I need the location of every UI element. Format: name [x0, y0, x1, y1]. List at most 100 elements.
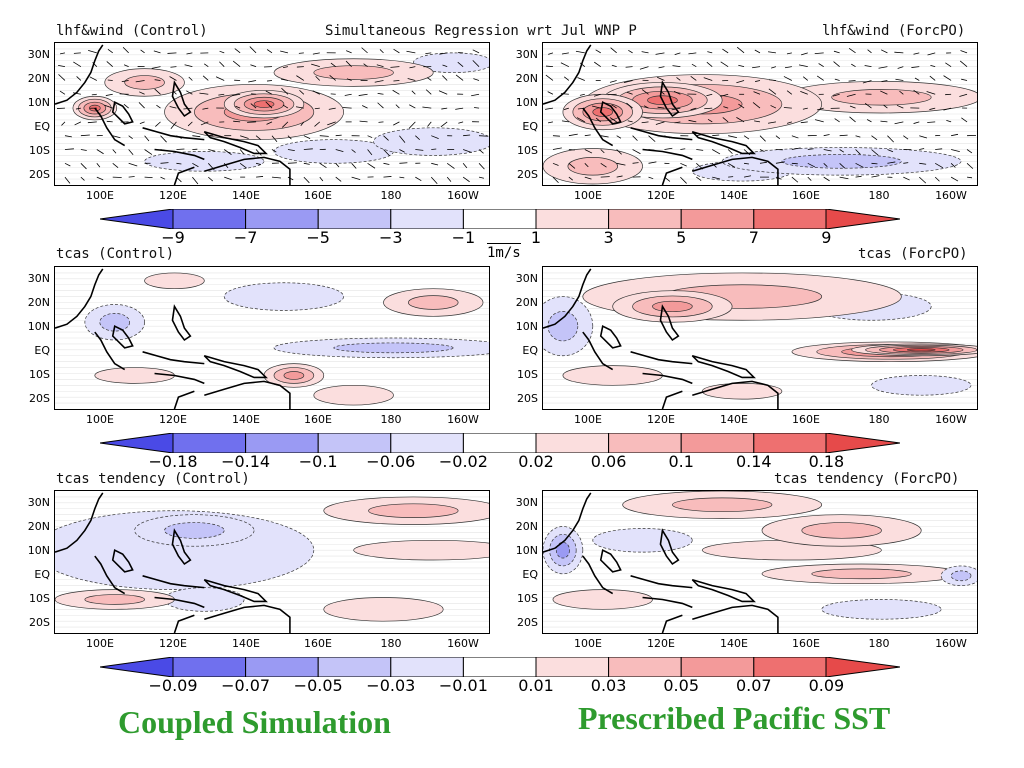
lat-label: 10N — [515, 544, 538, 557]
lat-label: 30N — [27, 48, 50, 61]
colorbar-tick-label: 0.09 — [808, 676, 845, 695]
map-panel-tcas-forcpo — [542, 266, 978, 410]
colorbar-tick-label: −5 — [306, 228, 330, 247]
lon-label: 180 — [868, 189, 890, 202]
lon-label: 160E — [792, 637, 820, 650]
lon-label: 140E — [720, 413, 748, 426]
footer-left-title: Coupled Simulation — [118, 704, 391, 740]
colorbar-tick-label: 0.01 — [518, 676, 554, 695]
lon-label: 160E — [792, 413, 820, 426]
lat-label: 30N — [27, 496, 50, 509]
lat-label: EQ — [522, 344, 538, 357]
lon-label: 180 — [380, 637, 402, 650]
lon-label: 120E — [159, 637, 187, 650]
lon-label: 100E — [86, 637, 114, 650]
lon-label: 160E — [304, 413, 332, 426]
colorbar-tick-label: −0.02 — [438, 452, 488, 471]
lat-label: 20N — [515, 72, 538, 85]
lon-label: 120E — [159, 413, 187, 426]
lat-label: EQ — [522, 568, 538, 581]
colorbar-tick-label: −0.14 — [221, 452, 271, 471]
lat-label: EQ — [34, 120, 50, 133]
colorbar-tick-label: 0.14 — [735, 452, 772, 471]
lon-label: 180 — [380, 413, 402, 426]
lon-label: 100E — [86, 189, 114, 202]
panel-title-lhf-forcpo: lhf&wind (ForcPO) — [822, 23, 966, 39]
colorbar-tick-label: −0.01 — [438, 676, 488, 695]
lat-label: 10N — [515, 320, 538, 333]
colorbar-tick-label: 0.07 — [735, 676, 772, 695]
lat-label: 20N — [515, 296, 538, 309]
colorbar-tick-label: 0.18 — [808, 452, 845, 471]
lon-label: 160W — [935, 413, 967, 426]
colorbar-tick-label: 5 — [676, 228, 687, 247]
panel-title-tcas-tendency-forcpo: tcas tendency (ForcPO) — [774, 471, 960, 487]
lat-label: 10N — [27, 544, 50, 557]
lat-label: EQ — [522, 120, 538, 133]
colorbar-tick-label: 0.05 — [663, 676, 699, 695]
lon-label: 140E — [720, 189, 748, 202]
colorbar-tick-label: 7 — [748, 228, 759, 247]
colorbar-tick-label: −3 — [379, 228, 403, 247]
lat-label: 10S — [29, 144, 50, 157]
lon-label: 120E — [159, 189, 187, 202]
map-panel-tcas-tendency-control — [54, 490, 490, 634]
lat-label: 30N — [27, 272, 50, 285]
lon-label: 120E — [647, 637, 675, 650]
lat-label: 10S — [517, 368, 538, 381]
lon-label: 120E — [647, 189, 675, 202]
map-panel-tcas-control — [54, 266, 490, 410]
lon-label: 180 — [868, 637, 890, 650]
panel-title-tcas-forcpo: tcas (ForcPO) — [858, 246, 968, 262]
colorbar-tick-label: −7 — [233, 228, 258, 247]
lon-label: 160E — [792, 189, 820, 202]
colorbar-tick-label: 0.03 — [590, 676, 627, 695]
lat-label: EQ — [34, 568, 50, 581]
lon-label: 180 — [868, 413, 890, 426]
lon-label: 100E — [86, 413, 114, 426]
lat-label: 20N — [27, 72, 50, 85]
colorbar-tick-label: 0.06 — [590, 452, 627, 471]
lon-label: 100E — [574, 189, 602, 202]
lon-label: 160E — [304, 189, 332, 202]
lat-label: 20S — [29, 168, 50, 181]
map-panel-lhf-control — [54, 42, 490, 186]
figure-title: Simultaneous Regression wrt Jul WNP P — [325, 23, 637, 39]
lat-label: 20S — [517, 168, 538, 181]
map-panel-tcas-tendency-forcpo — [542, 490, 978, 634]
lat-label: 10S — [517, 144, 538, 157]
colorbar-tick-label: −0.18 — [148, 452, 198, 471]
colorbar-tick-label: −0.03 — [366, 676, 416, 695]
colorbar-tick-label: −1 — [451, 228, 476, 247]
lon-label: 160W — [447, 189, 479, 202]
lon-label: 160W — [447, 637, 479, 650]
colorbar-tick-label: 1 — [530, 228, 542, 247]
lon-label: 100E — [574, 637, 602, 650]
lat-label: 10N — [27, 320, 50, 333]
lat-label: 10S — [29, 368, 50, 381]
lat-label: 10S — [517, 592, 538, 605]
panel-title-tcas-control: tcas (Control) — [56, 246, 175, 262]
wind-reference-label: 1m/s — [487, 243, 521, 261]
lat-label: 20S — [29, 392, 50, 405]
colorbar-tick-label: −0.1 — [298, 452, 338, 471]
colorbar-tick-label: 0.1 — [668, 452, 694, 471]
lat-label: 30N — [515, 48, 538, 61]
colorbar-tick-label: −0.05 — [293, 676, 343, 695]
panel-title-lhf-control: lhf&wind (Control) — [56, 23, 208, 39]
map-panel-lhf-forcpo — [542, 42, 978, 186]
lat-label: 20N — [27, 296, 50, 309]
lat-label: 20S — [517, 616, 538, 629]
lon-label: 140E — [232, 413, 260, 426]
lat-label: 30N — [515, 272, 538, 285]
lon-label: 160W — [447, 413, 479, 426]
lat-label: 20S — [517, 392, 538, 405]
colorbar-tick-label: −9 — [161, 228, 185, 247]
colorbar-tcas-tendency — [99, 656, 901, 678]
lat-label: 20N — [515, 520, 538, 533]
colorbar-tick-label: −0.06 — [366, 452, 416, 471]
lon-label: 160E — [304, 637, 332, 650]
lon-label: 140E — [720, 637, 748, 650]
lat-label: 20N — [27, 520, 50, 533]
lat-label: 10S — [29, 592, 50, 605]
